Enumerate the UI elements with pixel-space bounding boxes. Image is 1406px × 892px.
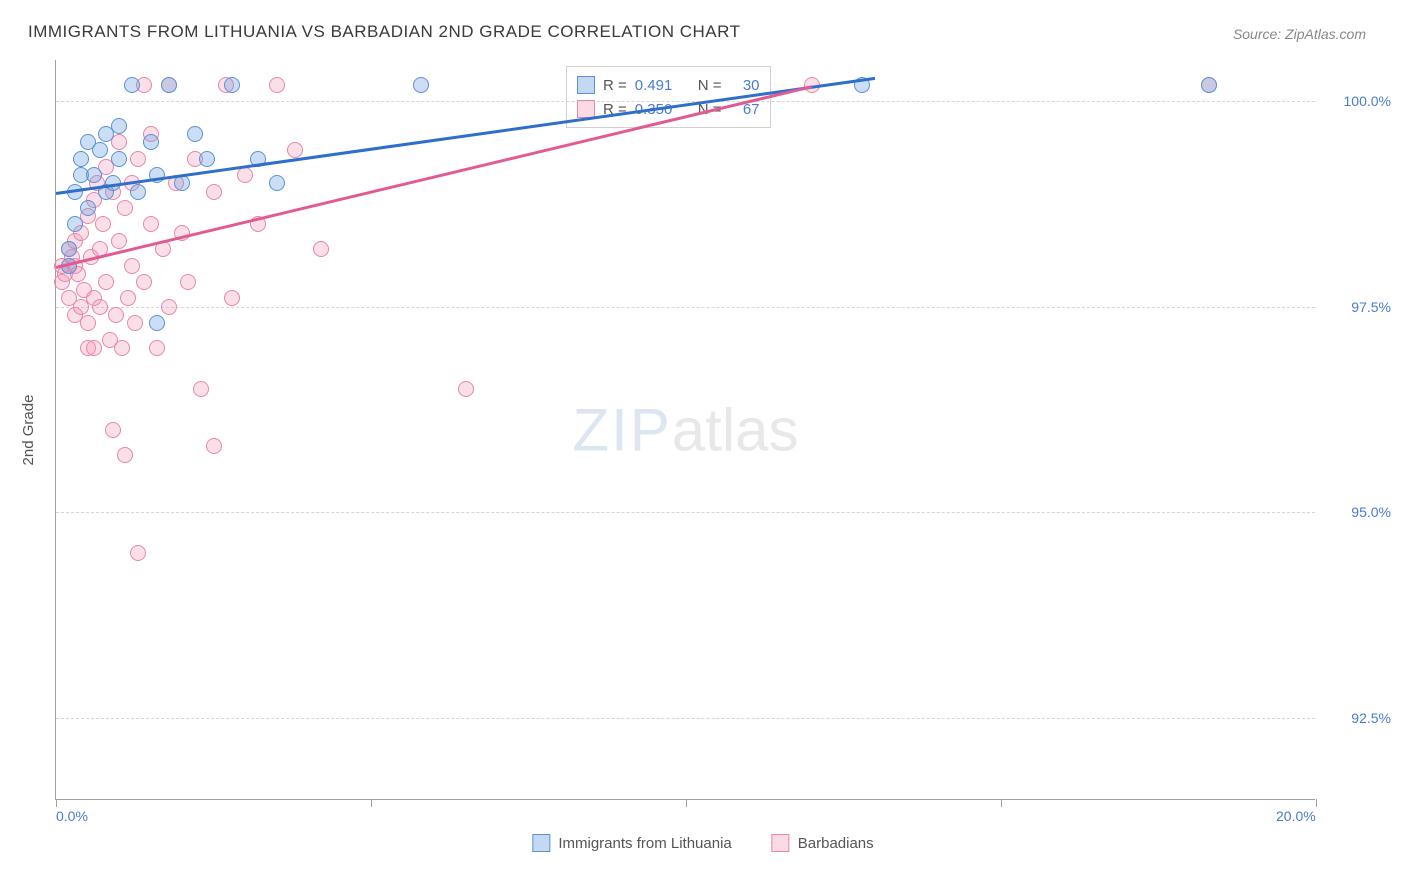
legend-swatch bbox=[532, 834, 550, 852]
stat-n-label: N = bbox=[698, 77, 722, 94]
scatter-point bbox=[269, 175, 285, 191]
scatter-point bbox=[136, 274, 152, 290]
y-tick-label: 92.5% bbox=[1351, 710, 1391, 726]
scatter-point bbox=[237, 167, 253, 183]
watermark-atlas: atlas bbox=[672, 396, 799, 463]
legend-swatch bbox=[772, 834, 790, 852]
x-tick-label: 20.0% bbox=[1276, 808, 1316, 824]
x-tick bbox=[56, 799, 57, 807]
scatter-point bbox=[224, 290, 240, 306]
x-tick-label: 0.0% bbox=[56, 808, 88, 824]
source-label: Source: ZipAtlas.com bbox=[1233, 26, 1366, 42]
scatter-point bbox=[86, 340, 102, 356]
scatter-point bbox=[130, 545, 146, 561]
gridline-h bbox=[56, 101, 1315, 102]
scatter-point bbox=[206, 184, 222, 200]
scatter-point bbox=[130, 151, 146, 167]
scatter-point bbox=[313, 241, 329, 257]
legend: Immigrants from Lithuania Barbadians bbox=[532, 834, 873, 852]
scatter-point bbox=[224, 77, 240, 93]
scatter-point bbox=[458, 381, 474, 397]
legend-item: Barbadians bbox=[772, 834, 874, 852]
scatter-point bbox=[161, 299, 177, 315]
watermark: ZIPatlas bbox=[572, 395, 798, 464]
x-tick bbox=[686, 799, 687, 807]
stat-n-value: 30 bbox=[730, 77, 760, 94]
scatter-point bbox=[80, 200, 96, 216]
legend-label: Barbadians bbox=[798, 835, 874, 852]
scatter-point bbox=[86, 167, 102, 183]
scatter-point bbox=[111, 118, 127, 134]
gridline-h bbox=[56, 718, 1315, 719]
scatter-point bbox=[95, 216, 111, 232]
scatter-point bbox=[80, 315, 96, 331]
scatter-point bbox=[149, 315, 165, 331]
scatter-point bbox=[130, 184, 146, 200]
scatter-point bbox=[1201, 77, 1217, 93]
scatter-point bbox=[127, 315, 143, 331]
chart-title: IMMIGRANTS FROM LITHUANIA VS BARBADIAN 2… bbox=[28, 22, 740, 42]
scatter-point bbox=[108, 307, 124, 323]
stat-swatch bbox=[577, 76, 595, 94]
x-tick bbox=[371, 799, 372, 807]
scatter-point bbox=[117, 200, 133, 216]
scatter-point bbox=[180, 274, 196, 290]
scatter-point bbox=[67, 216, 83, 232]
stat-r-value: 0.491 bbox=[635, 77, 690, 94]
y-tick-label: 100.0% bbox=[1344, 93, 1391, 109]
chart-container: IMMIGRANTS FROM LITHUANIA VS BARBADIAN 2… bbox=[0, 0, 1406, 892]
stat-row: R = 0.491 N = 30 bbox=[577, 73, 760, 97]
scatter-point bbox=[187, 126, 203, 142]
scatter-point bbox=[161, 77, 177, 93]
scatter-point bbox=[114, 340, 130, 356]
scatter-point bbox=[117, 447, 133, 463]
y-tick-label: 95.0% bbox=[1351, 504, 1391, 520]
scatter-point bbox=[287, 142, 303, 158]
scatter-point bbox=[92, 142, 108, 158]
stat-swatch bbox=[577, 100, 595, 118]
y-axis-label: 2nd Grade bbox=[20, 395, 37, 466]
scatter-point bbox=[143, 216, 159, 232]
x-tick bbox=[1001, 799, 1002, 807]
scatter-point bbox=[206, 438, 222, 454]
scatter-point bbox=[269, 77, 285, 93]
x-tick bbox=[1316, 799, 1317, 807]
scatter-point bbox=[413, 77, 429, 93]
gridline-h bbox=[56, 512, 1315, 513]
watermark-zip: ZIP bbox=[572, 396, 671, 463]
scatter-point bbox=[149, 340, 165, 356]
plot-area: ZIPatlas R =0.491N =30R =0.350N =67 0.0%… bbox=[55, 60, 1315, 800]
scatter-point bbox=[124, 77, 140, 93]
y-tick-label: 97.5% bbox=[1351, 299, 1391, 315]
scatter-point bbox=[124, 258, 140, 274]
scatter-point bbox=[174, 175, 190, 191]
scatter-point bbox=[193, 381, 209, 397]
scatter-point bbox=[61, 241, 77, 257]
legend-label: Immigrants from Lithuania bbox=[558, 835, 731, 852]
scatter-point bbox=[105, 422, 121, 438]
scatter-point bbox=[73, 151, 89, 167]
gridline-h bbox=[56, 307, 1315, 308]
scatter-point bbox=[143, 134, 159, 150]
scatter-point bbox=[199, 151, 215, 167]
scatter-point bbox=[92, 299, 108, 315]
scatter-point bbox=[111, 233, 127, 249]
stat-r-label: R = bbox=[603, 77, 627, 94]
scatter-point bbox=[120, 290, 136, 306]
scatter-point bbox=[111, 151, 127, 167]
legend-item: Immigrants from Lithuania bbox=[532, 834, 731, 852]
trend-line bbox=[56, 76, 875, 194]
scatter-point bbox=[98, 274, 114, 290]
